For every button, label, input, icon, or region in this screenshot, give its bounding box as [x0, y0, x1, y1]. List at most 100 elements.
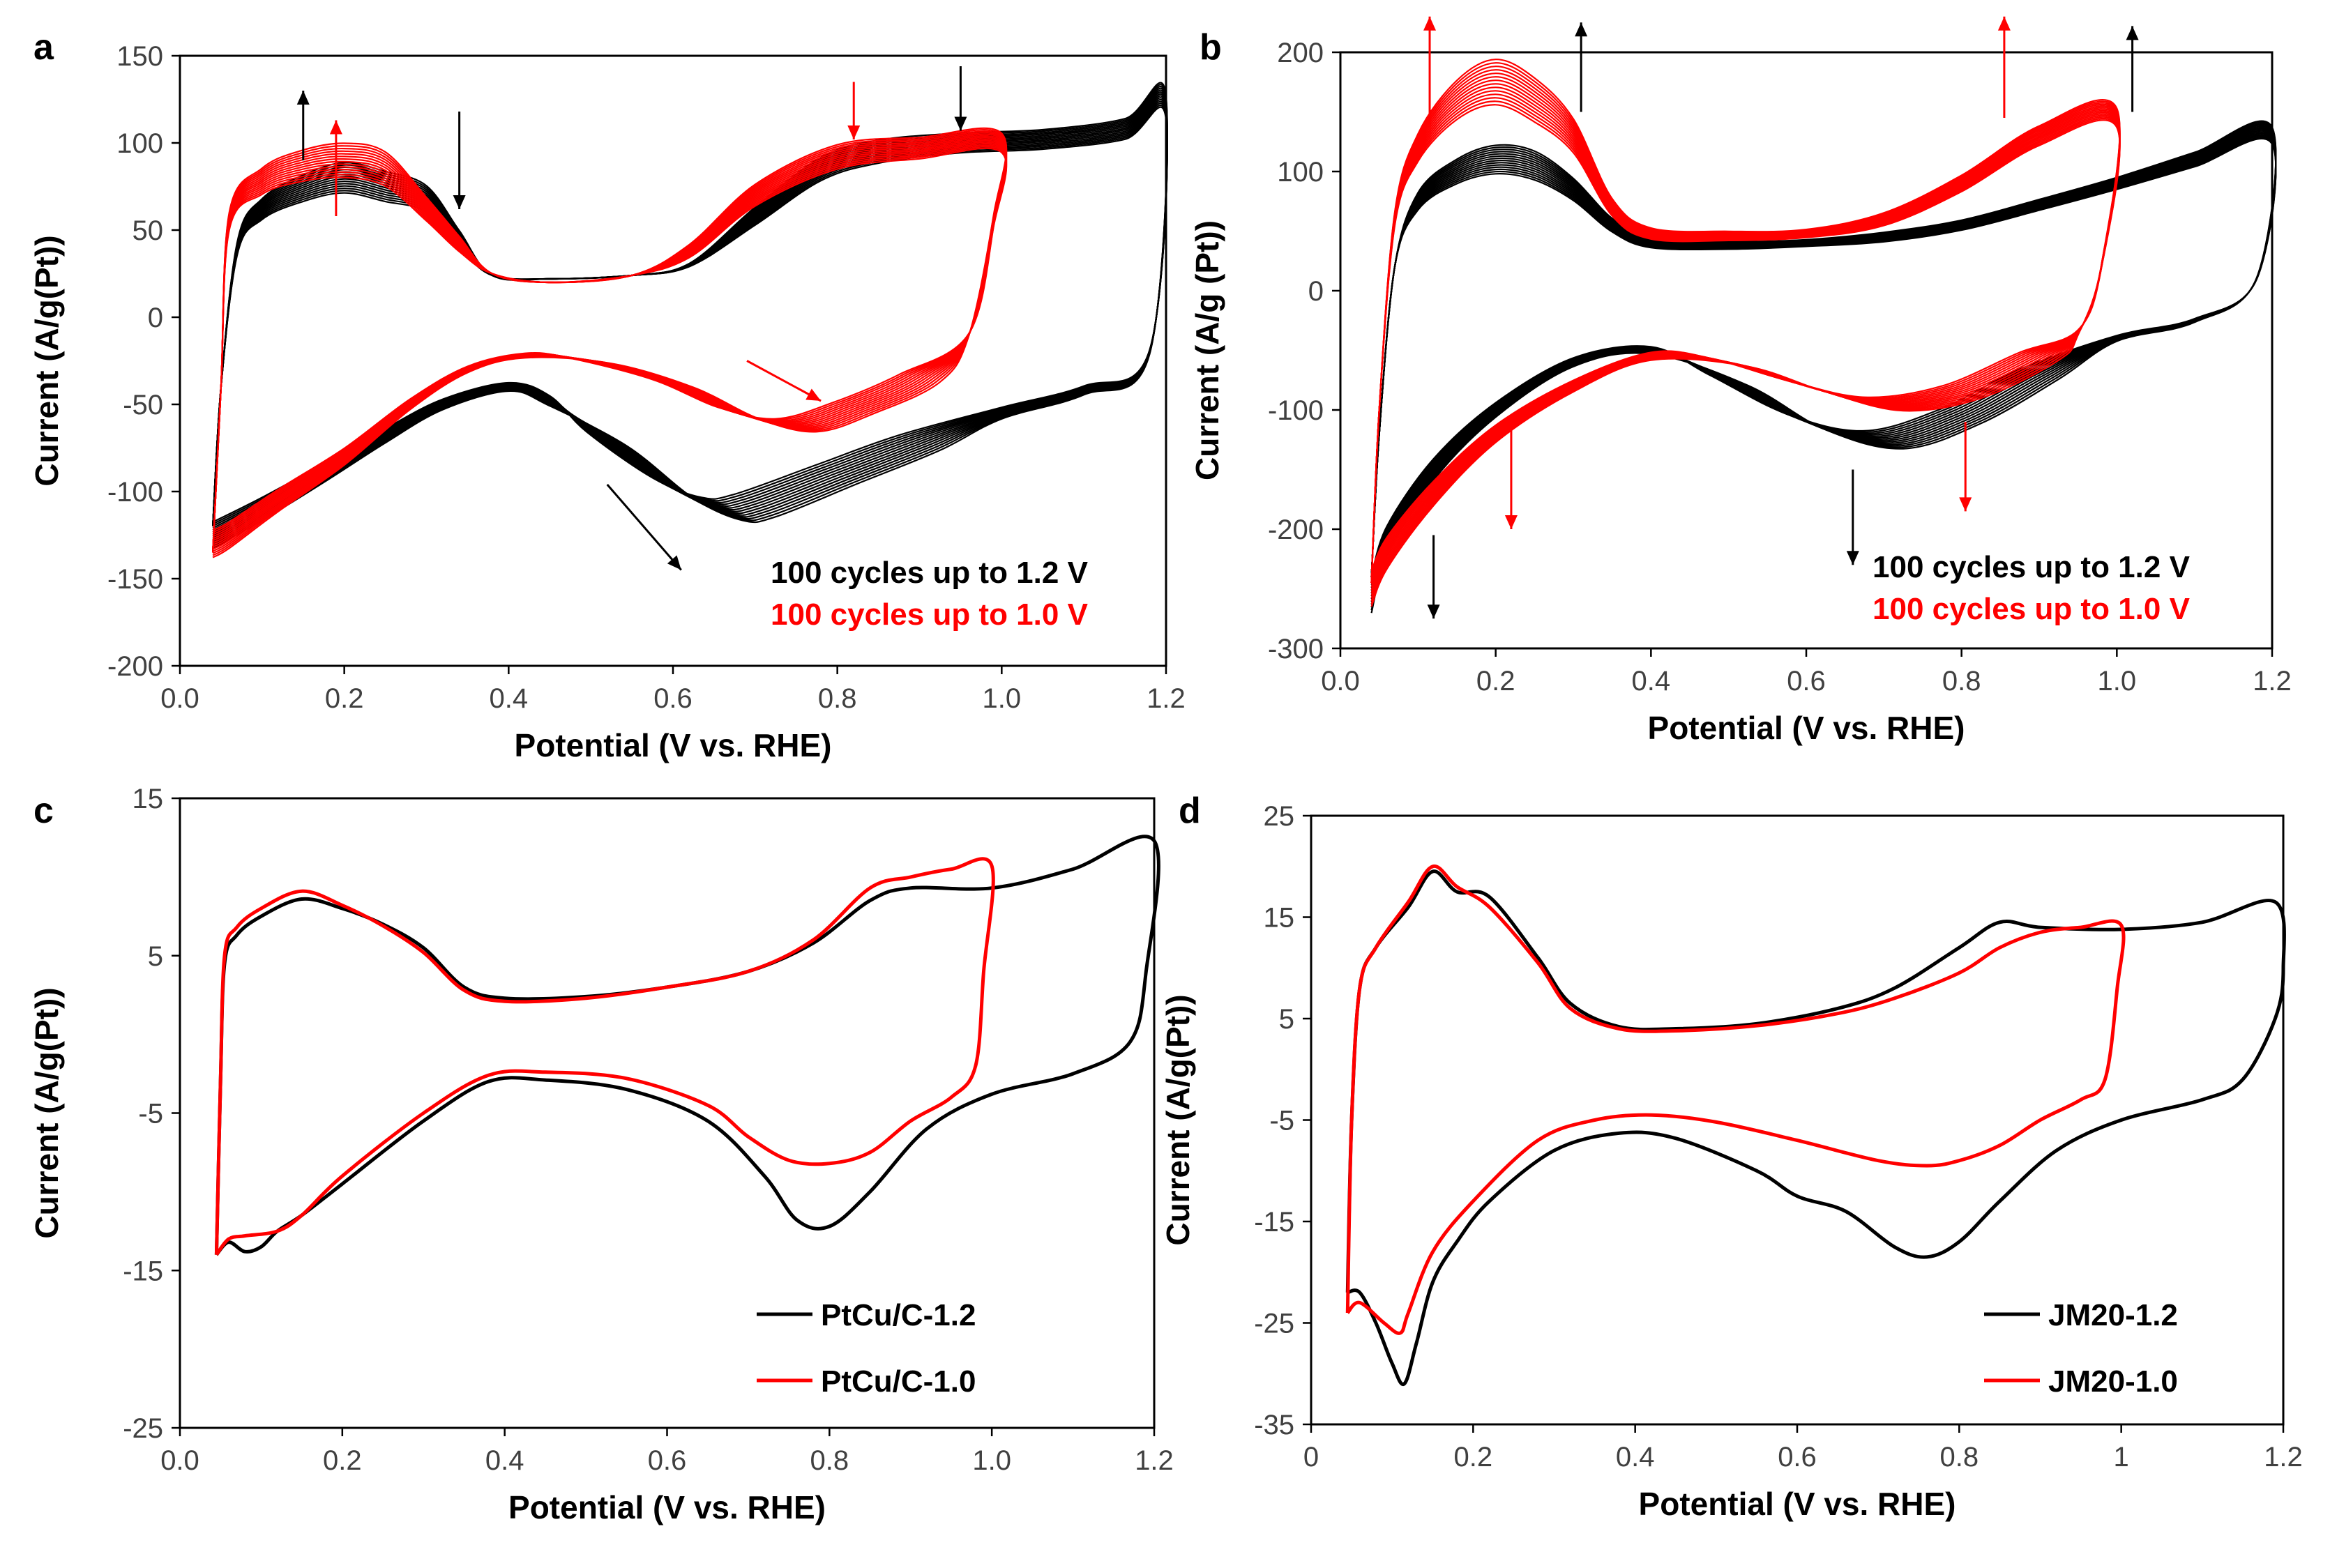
trace-upper-limit-cycle: [1370, 124, 2277, 605]
y-tick-label: 100: [116, 128, 163, 159]
x-tick-label: 0.4: [490, 683, 529, 714]
trace-upper-limit-cycle: [212, 102, 1168, 527]
x-tick-label: 0.2: [1454, 1442, 1493, 1472]
cycles-annotation: 100 cycles up to 1.0 V: [771, 597, 1089, 632]
y-tick-label: 150: [116, 41, 163, 72]
trend-arrow-head: [954, 116, 967, 131]
x-tick-label: 1.0: [983, 683, 1022, 714]
y-tick-label: -50: [123, 390, 163, 420]
plot-frame: [179, 797, 1156, 1429]
trend-arrow-head: [1575, 22, 1588, 37]
trend-arrow-head: [1427, 604, 1440, 619]
x-axis-label: Potential (V vs. RHE): [508, 1489, 826, 1525]
traces: [1345, 865, 2287, 1387]
trace-upper-limit-cycle: [1370, 121, 2277, 611]
trend-arrow-head: [1997, 16, 2011, 31]
trend-arrow-head: [453, 195, 466, 209]
x-tick-label: 0: [1303, 1442, 1319, 1472]
panel-d: d 0 0.2 0.4 0.6 0.8 1 1.2 25 15 5 -5 -15 -25 -35 Potent…: [1160, 791, 2303, 1522]
trace-lower-limit: [1345, 865, 2126, 1335]
x-tick-label: 0.4: [485, 1445, 524, 1476]
trace-lower-limit-cycle: [212, 133, 1008, 553]
trace-lower-limit-cycle: [212, 127, 1008, 558]
y-tick-label: 0: [148, 303, 163, 333]
trace-upper-limit: [214, 835, 1160, 1256]
x-tick-label: 0.6: [1778, 1442, 1817, 1472]
y-tick-label: -25: [1254, 1309, 1294, 1339]
y-tick-label: 0: [1308, 276, 1324, 307]
panel-letter: b: [1200, 27, 1222, 68]
y-tick-label: -35: [1254, 1410, 1294, 1440]
y-tick-label: 5: [1279, 1004, 1294, 1035]
x-tick-label: 0.8: [810, 1445, 849, 1476]
legend-label: JM20-1.0: [2048, 1364, 2178, 1399]
x-axis-label: Potential (V vs. RHE): [515, 727, 832, 763]
trace-lower-limit-cycle: [212, 142, 1008, 553]
x-tick-label: 0.8: [1940, 1442, 1979, 1472]
trace-lower-limit-cycle: [1370, 59, 2121, 607]
trend-arrow-head: [847, 125, 861, 139]
x-axis-label: Potential (V vs. RHE): [1648, 710, 1965, 746]
panel-letter: a: [33, 27, 54, 68]
trace-upper-limit-cycle: [1370, 130, 2277, 594]
trace-upper-limit-cycle: [1370, 127, 2277, 600]
x-tick-label: 0.4: [1632, 666, 1671, 697]
trace-lower-limit: [214, 857, 995, 1256]
trace-lower-limit-cycle: [212, 137, 1008, 553]
trace-upper-limit-cycle: [1370, 123, 2277, 608]
y-axis-label: Current (A/g(Pt)): [29, 987, 65, 1238]
panel-a: a 0.0 0.2 0.4 0.6 0.8 1.0 1.2 150 100 50 0 -50 -100 -1…: [29, 27, 1186, 763]
trace-upper-limit-cycle: [1370, 128, 2277, 597]
x-tick-label: 0.4: [1616, 1442, 1655, 1472]
panel-letter: d: [1179, 791, 1201, 831]
trace-upper-limit-cycle: [212, 86, 1168, 545]
legend-label: PtCu/C-1.2: [821, 1298, 976, 1332]
y-tick-label: -25: [123, 1413, 163, 1444]
x-tick-label: 0.6: [1787, 666, 1826, 697]
trace-upper-limit-cycle: [1370, 135, 2277, 583]
trace-lower-limit-cycle: [212, 141, 1008, 553]
y-tick-label: -15: [1254, 1207, 1294, 1238]
trace-lower-limit-cycle: [212, 132, 1008, 553]
cycles-annotation: 100 cycles up to 1.0 V: [1873, 592, 2191, 626]
x-tick-label: 1.2: [1147, 683, 1186, 714]
trend-arrow: [606, 484, 682, 571]
y-tick-label: 15: [1264, 903, 1295, 934]
x-tick-label: 0.0: [160, 683, 199, 714]
x-axis-label: Potential (V vs. RHE): [1639, 1486, 1956, 1522]
trend-arrow-head: [805, 388, 822, 401]
x-tick-label: 0.2: [1476, 666, 1515, 697]
trace-lower-limit-cycle: [212, 138, 1008, 553]
x-tick-label: 1.2: [1135, 1445, 1174, 1476]
trace-lower-limit-cycle: [1370, 93, 2121, 584]
y-axis-label: Current (A/g(Pt)): [1160, 994, 1196, 1245]
trend-arrow: [746, 360, 822, 402]
y-tick-label: 15: [133, 784, 164, 814]
cycles-annotation: 100 cycles up to 1.2 V: [1873, 550, 2191, 584]
y-axis-label: Current (A/g(Pt)): [29, 235, 65, 486]
x-tick-label: 1.2: [2264, 1442, 2303, 1472]
traces: [1370, 59, 2277, 614]
x-tick-label: 0.8: [1942, 666, 1981, 697]
x-tick-label: 1.2: [2253, 666, 2292, 697]
trend-arrow-head: [1846, 551, 1859, 565]
y-tick-label: -200: [107, 651, 163, 682]
trace-upper-limit: [1345, 869, 2287, 1387]
trace-lower-limit-cycle: [212, 146, 1008, 553]
trace-lower-limit-cycle: [1370, 104, 2121, 584]
x-tick-label: 0.6: [653, 683, 693, 714]
trend-arrow-head: [1423, 16, 1437, 31]
cycles-annotation: 100 cycles up to 1.2 V: [771, 556, 1089, 590]
trace-lower-limit-cycle: [212, 135, 1008, 553]
y-tick-label: -100: [1268, 395, 1324, 426]
y-tick-label: 5: [148, 941, 163, 972]
traces: [214, 835, 1160, 1256]
y-tick-label: 50: [133, 215, 164, 246]
y-tick-label: -100: [107, 477, 163, 508]
y-tick-label: -15: [123, 1256, 163, 1286]
x-tick-label: 0.0: [160, 1445, 199, 1476]
legend-label: PtCu/C-1.0: [821, 1364, 976, 1399]
x-tick-label: 1: [2114, 1442, 2129, 1472]
trend-arrow-head: [329, 120, 342, 135]
trace-upper-limit-cycle: [1370, 120, 2277, 614]
